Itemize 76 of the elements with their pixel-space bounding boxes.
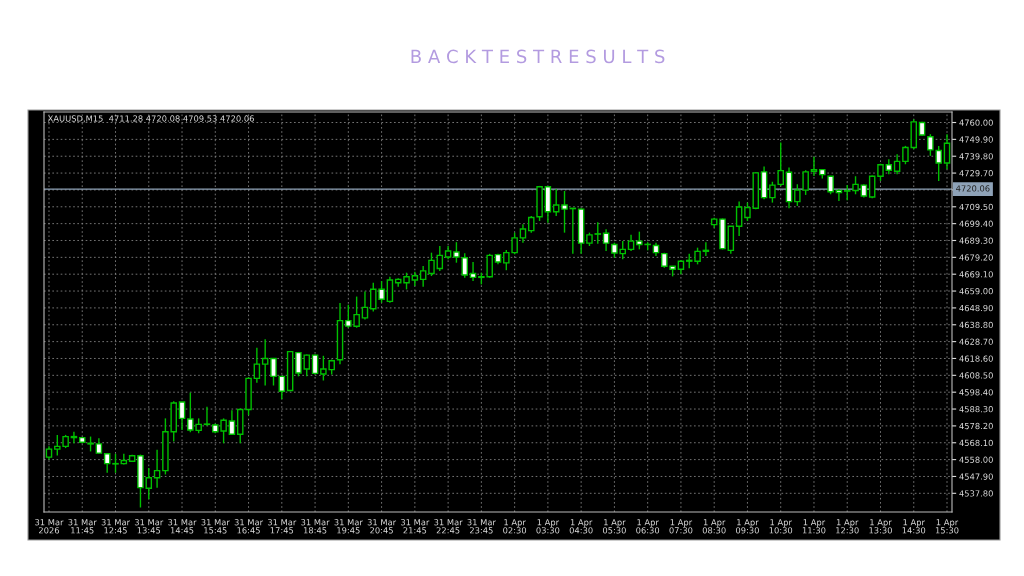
- y-tick-label: 4648.90: [959, 304, 993, 312]
- x-tick-label: 31 Mar 2026: [35, 519, 64, 534]
- y-tick-label: 4588.30: [959, 406, 993, 413]
- x-tick-label: 1 Apr 09:30: [735, 519, 759, 534]
- y-tick-label: 4709.50: [959, 203, 993, 211]
- candlestick: [735, 200, 743, 237]
- x-tick-label: 1 Apr 06:30: [636, 519, 660, 534]
- x-tick-label: 1 Apr 10:30: [769, 519, 793, 534]
- y-tick-label: 4689.30: [959, 237, 993, 244]
- candlestick: [203, 406, 211, 427]
- x-tick-label: 31 Mar 16:45: [234, 519, 264, 534]
- y-tick-label: 4618.60: [959, 355, 993, 362]
- candlestick: [469, 261, 477, 282]
- candlestick: [810, 156, 818, 177]
- x-tick-label: 31 Mar 20:45: [367, 519, 397, 534]
- y-tick-label: 4760.00: [959, 119, 993, 126]
- x-tick-label: 1 Apr 12:30: [836, 519, 859, 534]
- y-tick-label: 4598.40: [959, 389, 993, 396]
- y-tick-label: 4608.50: [959, 372, 993, 379]
- candlestick: [552, 188, 560, 217]
- candlestick: [436, 245, 444, 272]
- y-tick-label: 4537.80: [959, 490, 993, 497]
- candlestick: [428, 251, 435, 277]
- y-tick-label: 4558.00: [959, 456, 993, 463]
- candlestick: [386, 276, 394, 304]
- candlestick: [893, 153, 901, 175]
- y-tick-label: 4679.20: [959, 254, 993, 261]
- y-tick-label: 4638.80: [959, 321, 993, 329]
- candlestick: [270, 357, 277, 387]
- candlestick: [178, 401, 186, 431]
- x-tick-label: 31 Mar 17:45: [267, 519, 297, 534]
- x-tick-label: 1 Apr 02:30: [503, 519, 527, 534]
- candlestick: [419, 265, 427, 288]
- x-tick-label: 1 Apr 05:30: [602, 519, 626, 534]
- x-tick-label: 31 Mar 23:45: [467, 519, 496, 534]
- chart-title: B A C K T E S T R E S U L T S: [411, 49, 665, 64]
- candlestick: [278, 375, 286, 401]
- x-tick-label: 31 Mar 19:45: [334, 519, 363, 534]
- candlestick: [103, 452, 111, 474]
- x-tick-label: 31 Mar 11:45: [68, 519, 97, 534]
- candlestick: [594, 221, 602, 245]
- y-tick-label: 4578.20: [959, 422, 993, 430]
- y-tick-label: 4739.80: [959, 153, 993, 160]
- y-tick-label: 4659.00: [959, 288, 993, 295]
- x-tick-label: 1 Apr 15:30: [935, 519, 959, 534]
- x-tick-label: 1 Apr 08:30: [702, 519, 726, 534]
- x-tick-label: 1 Apr 04:30: [569, 519, 593, 534]
- x-tick-label: 31 Mar 14:45: [168, 519, 197, 534]
- x-tick-label: 31 Mar 22:45: [434, 519, 463, 534]
- candlestick: [602, 228, 610, 252]
- x-tick-label: 1 Apr 07:30: [669, 519, 693, 534]
- x-tick-label: 1 Apr 03:30: [536, 519, 560, 534]
- candlestick: [228, 409, 236, 436]
- x-tick-label: 31 Mar 13:45: [134, 519, 164, 534]
- x-tick-label: 31 Mar 15:45: [201, 519, 230, 534]
- x-tick-label: 1 Apr 14:30: [902, 519, 926, 534]
- candlestick: [112, 453, 119, 474]
- x-tick-label: 31 Mar 21:45: [401, 519, 430, 534]
- annotation: XAUUSD,M15 4711.28 4720.08 4709.53 4720.06: [47, 115, 254, 123]
- y-tick-label: 4699.40: [959, 220, 993, 227]
- y-tick-label: 4568.10: [959, 439, 993, 447]
- candlestick: [261, 338, 269, 387]
- x-tick-label: 31 Mar 12:45: [101, 519, 130, 534]
- y-tick-label: 4547.90: [959, 473, 993, 480]
- ref-line-label: 4720.06: [956, 185, 990, 192]
- x-tick-label: 31 Mar 18:45: [301, 519, 330, 534]
- candlestick: [519, 223, 527, 244]
- candlestick: [361, 290, 369, 321]
- y-tick-label: 4729.70: [959, 170, 993, 177]
- y-tick-label: 4628.70: [959, 338, 993, 345]
- y-tick-label: 4669.10: [959, 271, 993, 278]
- candlestick: [561, 190, 568, 234]
- x-tick-label: 1 Apr 11:30: [802, 519, 826, 534]
- y-tick-label: 4749.90: [959, 136, 993, 143]
- candlestick: [253, 346, 261, 384]
- x-tick-label: 1 Apr 13:30: [869, 519, 892, 534]
